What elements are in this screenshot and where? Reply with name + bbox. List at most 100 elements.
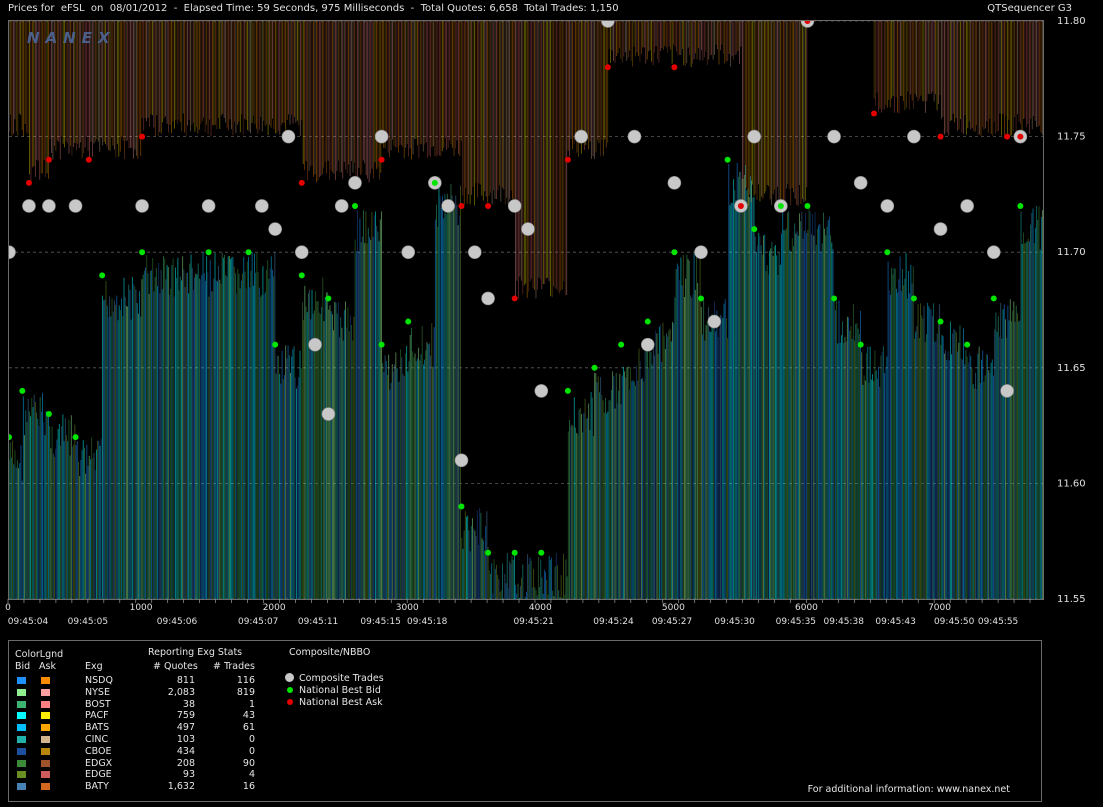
quote-count: 103 (176, 734, 195, 745)
national-best-ask-point (85, 156, 92, 163)
national-best-bid-point (511, 549, 518, 556)
composite-trades-point (201, 199, 216, 213)
bid-swatch (17, 736, 26, 743)
time-label: 09:45:38 (824, 617, 865, 627)
ask-swatch (41, 677, 50, 684)
national-best-bid-point (245, 249, 252, 256)
national-best-bid-point (937, 318, 944, 325)
composite-trades-point (68, 199, 83, 213)
national-best-ask-point (1017, 133, 1024, 140)
time-label: 09:45:55 (978, 617, 1018, 627)
composite-trades-point (933, 222, 948, 236)
national-best-bid-point (990, 295, 997, 302)
trade-count: 61 (242, 722, 255, 734)
trade-count: 16 (242, 781, 255, 793)
legend-label: National Best Ask (299, 697, 383, 708)
national-best-bid-point (618, 341, 625, 348)
exchange-name: CBOE (85, 745, 112, 757)
chart-header: Prices for eFSL on 08/01/2012 - Elapsed … (8, 3, 619, 14)
trades-header: # Trades (213, 661, 255, 672)
time-label: 09:45:04 (8, 617, 49, 627)
x-tick-label: 3000 (396, 603, 419, 613)
composite-trades-point (308, 337, 322, 352)
exchange-name: CINC (85, 734, 109, 745)
trade-count: 0 (248, 745, 255, 757)
composite-trades-point (986, 245, 1001, 259)
national-best-ask-point (937, 133, 944, 140)
bid-swatch (17, 759, 26, 767)
ask-swatch (41, 783, 50, 791)
ask-swatch (41, 759, 50, 767)
trade-count: 0 (248, 734, 255, 745)
national-best-bid-point (671, 249, 678, 256)
time-label: 09:45:05 (68, 617, 108, 627)
time-label: 09:45:21 (513, 617, 553, 627)
bid-swatch (17, 688, 26, 696)
exchange-name: NYSE (85, 686, 110, 698)
national-best-bid-point (325, 295, 332, 302)
national-best-bid-point (19, 387, 26, 394)
bid-swatch (17, 724, 26, 732)
watermark-logo: NANEX (27, 29, 116, 47)
legend-label: National Best Bid (299, 685, 381, 696)
ask-swatch (41, 700, 50, 708)
y-tick-label: 11.60 (1057, 478, 1086, 489)
quote-count: 208 (176, 757, 195, 769)
time-label: 09:45:27 (652, 617, 692, 627)
trade-count: 4 (248, 769, 255, 781)
y-tick-label: 11.70 (1057, 247, 1086, 258)
trade-count: 1 (248, 698, 255, 710)
x-tick-label: 6000 (795, 603, 818, 613)
composite-trades-point (521, 222, 535, 236)
composite-trades-point (9, 245, 16, 259)
national-best-bid-point (538, 549, 545, 556)
ask-swatch (41, 747, 50, 755)
time-label: 09:45:06 (157, 617, 198, 627)
y-tick-label: 11.55 (1057, 594, 1086, 605)
composite-trades-point (441, 199, 455, 213)
national-best-ask-point (378, 156, 385, 163)
national-best-bid-point (431, 179, 438, 186)
trade-count: 116 (236, 675, 255, 686)
composite-trades-point (667, 176, 682, 190)
composite-trades-point (640, 337, 655, 352)
composite-trades-point (827, 129, 841, 144)
legend-panel: ColorLgnd Bid Ask Exg Reporting Exg Stat… (8, 640, 1042, 802)
quotes-header: # Quotes (153, 661, 198, 672)
quote-count: 93 (182, 769, 195, 781)
time-label: 09:45:50 (934, 617, 975, 627)
composite-trades-point (374, 129, 389, 144)
bid-swatch (17, 700, 26, 708)
trade-count: 90 (242, 757, 255, 769)
quote-count: 811 (176, 675, 195, 686)
trade-count: 43 (242, 710, 255, 722)
national-best-ask-point (737, 202, 744, 209)
quote-count: 434 (176, 745, 195, 757)
national-best-ask-point (511, 295, 518, 302)
bid-swatch (17, 747, 26, 755)
national-best-ask-point (298, 179, 305, 186)
exchange-name: BATS (85, 722, 110, 734)
time-label: 09:45:24 (593, 617, 634, 627)
quote-count: 2,083 (167, 686, 195, 698)
national-best-bid-point (804, 202, 811, 209)
national-best-bid-point (139, 249, 146, 256)
national-best-bid-point (910, 295, 917, 302)
bid-swatch (17, 677, 26, 684)
composite-trades-point (707, 314, 722, 329)
composite-trades-point (281, 129, 296, 144)
national-best-ask-point (870, 110, 877, 117)
composite-trades-point (467, 245, 482, 259)
national-best-bid-point (777, 202, 784, 209)
bid-swatch (17, 712, 26, 720)
composite-trades-point (747, 129, 762, 144)
x-tick-label: 4000 (529, 603, 552, 613)
x-tick-label: 2000 (263, 603, 286, 613)
ask-swatch (41, 771, 50, 779)
composite-trades-point (627, 129, 642, 144)
national-best-bid-point (697, 295, 704, 302)
time-label: 09:45:07 (238, 617, 278, 627)
national-best-bid-point (99, 272, 106, 279)
composite-trades-point (800, 21, 815, 28)
y-tick-label: 11.75 (1057, 132, 1086, 143)
